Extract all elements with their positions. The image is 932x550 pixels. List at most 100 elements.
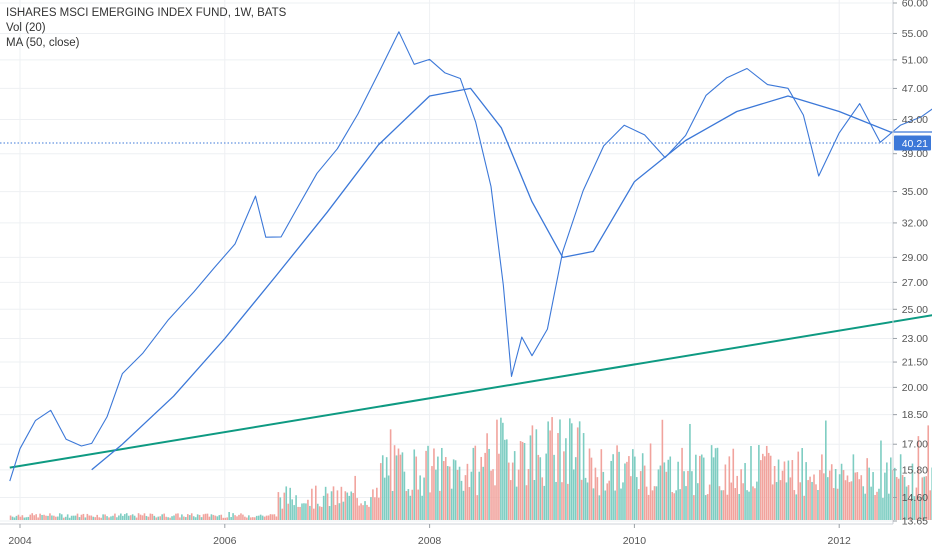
volume-bar [620, 488, 622, 520]
volume-bar [594, 467, 597, 520]
volume-bar [921, 477, 924, 520]
y-tick-label: 47.00 [902, 83, 928, 95]
volume-bar [161, 514, 163, 520]
volume-bar [301, 503, 303, 520]
volume-bar [31, 513, 34, 520]
volume-bar [220, 514, 223, 520]
volume-bar [596, 477, 599, 520]
volume-bar [58, 513, 61, 520]
volume-bar [419, 475, 421, 520]
volume-bar [147, 516, 150, 520]
volume-bar [742, 483, 744, 520]
volume-bar [110, 516, 112, 520]
volume-bar [135, 517, 138, 520]
volume-bar [655, 486, 658, 520]
volume-bar [145, 515, 148, 520]
volume-bar [909, 498, 912, 520]
volume-bar [519, 441, 522, 520]
volume-bar [769, 455, 772, 520]
volume-bar [86, 513, 89, 520]
volume-bar [580, 479, 583, 520]
volume-bar [269, 514, 272, 520]
volume-bar [334, 504, 337, 520]
last-price-tag [894, 135, 931, 151]
volume-bar [171, 516, 173, 520]
volume-bar [84, 517, 87, 520]
volume-bar [600, 449, 603, 520]
volume-bar [362, 505, 364, 520]
volume-bar [350, 491, 353, 520]
volume-bar [738, 493, 740, 520]
y-tick-label: 14.60 [902, 492, 928, 504]
volume-bar [293, 505, 295, 520]
volume-bar [472, 447, 475, 520]
x-tick-label: 2004 [8, 535, 32, 547]
volume-bar [732, 448, 735, 520]
volume-bar [92, 516, 95, 520]
x-tick-label: 2010 [623, 535, 647, 547]
volume-bar [821, 454, 823, 520]
volume-bar [452, 459, 455, 520]
volume-bar [352, 492, 355, 520]
volume-bar [641, 453, 644, 520]
volume-bar [647, 494, 650, 520]
volume-bar [226, 517, 228, 520]
volume-bar [809, 476, 811, 520]
volume-bar [21, 515, 24, 520]
volume-bar [151, 513, 154, 520]
volume-bar [342, 501, 345, 520]
volume-bar [253, 517, 256, 520]
volume-bar [616, 445, 618, 520]
volume-bar [911, 463, 914, 520]
volume-bar [123, 514, 126, 520]
y-tick-label: 55.00 [902, 28, 928, 40]
volume-bar [118, 515, 120, 520]
volume-bar [925, 476, 928, 520]
volume-bar [740, 469, 742, 520]
last-price-label: 40.21 [902, 138, 928, 150]
volume-bar [297, 506, 299, 520]
volume-bar [803, 495, 805, 520]
volume-bar [116, 517, 118, 520]
volume-bar [285, 486, 288, 520]
volume-bar [421, 495, 423, 520]
volume-bar [903, 476, 906, 520]
volume-bar [423, 477, 425, 520]
volume-bar [799, 482, 802, 520]
x-tick-label: 2012 [828, 535, 852, 547]
volume-bar [657, 469, 660, 520]
volume-bar [230, 517, 232, 520]
volume-bar [446, 466, 449, 520]
volume-bar [476, 495, 479, 520]
volume-bar [442, 461, 445, 520]
volume-bar [777, 459, 780, 520]
volume-bar [899, 454, 902, 520]
y-tick-label: 18.50 [902, 409, 928, 421]
volume-bar [716, 447, 719, 520]
volume-bar [588, 448, 591, 520]
legend-title: ISHARES MSCI EMERGING INDEX FUND, 1W, BA… [6, 7, 287, 19]
volume-bar [102, 514, 104, 520]
volume-bar [651, 490, 654, 520]
volume-bar [612, 454, 614, 520]
volume-bar [354, 475, 356, 520]
volume-bar [9, 515, 12, 520]
volume-bar [492, 469, 494, 520]
moving-average-line [91, 87, 932, 471]
legend-volume: Vol (20) [6, 22, 46, 34]
volume-bar [43, 514, 45, 520]
volume-bar [167, 517, 169, 520]
volume-bar [104, 514, 106, 520]
volume-bar [498, 453, 500, 520]
volume-bar [257, 515, 260, 520]
volume-bar [248, 515, 250, 520]
volume-bar [250, 517, 252, 520]
volume-bar [649, 443, 652, 520]
x-tick-label: 2006 [213, 535, 237, 547]
volume-bar [311, 488, 313, 520]
volume-bar [496, 419, 498, 520]
volume-bar [653, 486, 656, 520]
volume-bar [188, 515, 191, 520]
volume-bar [90, 515, 93, 520]
